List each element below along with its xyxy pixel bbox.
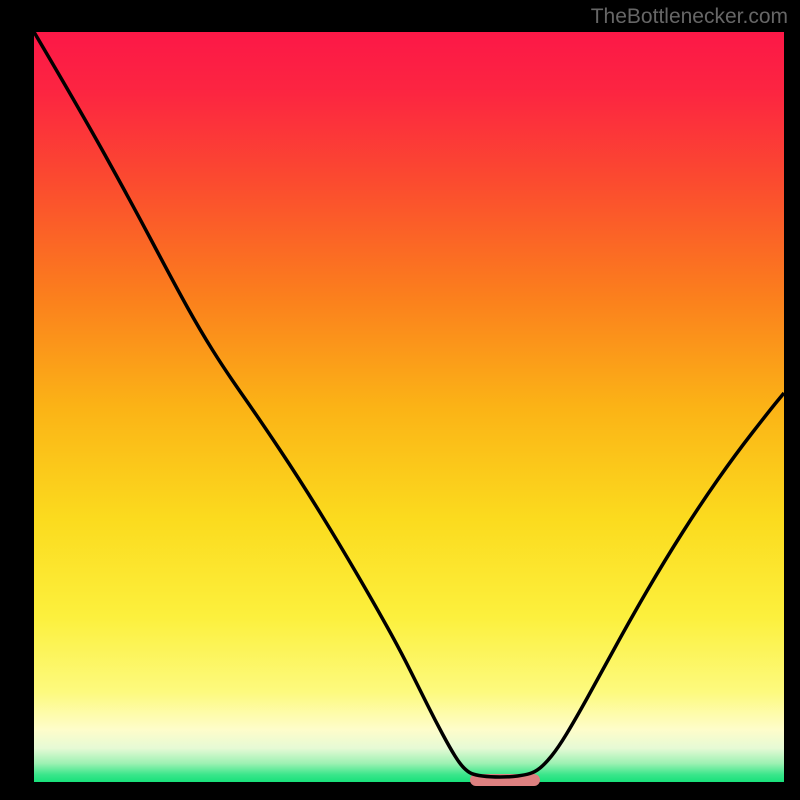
watermark-text: TheBottlenecker.com [591,5,788,29]
bottleneck-chart [0,0,800,800]
chart-container: TheBottlenecker.com [0,0,800,800]
